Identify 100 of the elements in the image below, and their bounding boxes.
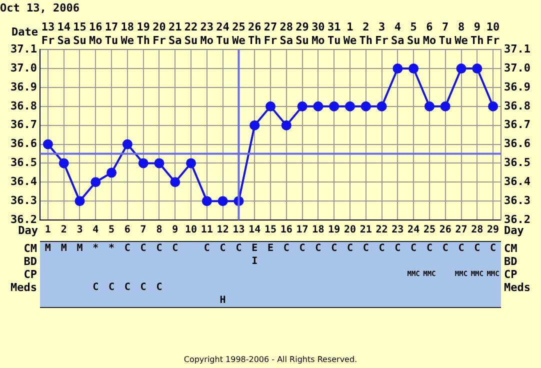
text: C: [331, 243, 338, 254]
point: [266, 101, 276, 112]
point: [106, 168, 117, 178]
x2-tick-label: 23: [392, 224, 404, 236]
text: C: [378, 243, 385, 254]
x2-tick-label: 10: [184, 224, 198, 236]
x2-tick-label: 18: [312, 224, 324, 236]
x2-tick-label: 14: [248, 224, 261, 236]
point: [376, 101, 387, 112]
category-label: Meds: [10, 281, 37, 294]
x-tick-label: 23 Mo: [200, 20, 214, 47]
x-tick-label: 6 Mo: [422, 20, 436, 47]
x2-tick-label: 4: [92, 224, 99, 236]
text: E: [267, 243, 274, 254]
x-tick-label: 15 Su: [73, 20, 86, 47]
point: [281, 120, 292, 130]
x-tick-label: 29 Su: [296, 20, 309, 47]
chart-title: Oct 13, 2006: [0, 1, 80, 14]
text: *: [92, 243, 99, 254]
y-tick-label: 36.7: [10, 118, 37, 132]
x-tick-label: 24 Tu: [216, 20, 230, 47]
text: E: [252, 243, 258, 254]
text: C: [156, 282, 162, 293]
x2-tick-label: 2: [60, 224, 67, 236]
y-tick-label: 36.9: [10, 80, 37, 94]
point: [408, 64, 419, 74]
text: Day: [504, 224, 524, 237]
category-label: CP: [504, 268, 518, 281]
text: *: [108, 243, 115, 254]
point: [58, 158, 69, 168]
y2-tick-label: 37.0: [504, 61, 530, 74]
x2-tick-label: 21: [360, 224, 372, 236]
x-tick-label: 21 Sa: [168, 20, 182, 47]
text: C: [346, 243, 353, 254]
x-tick-label: 2 Th: [359, 20, 373, 47]
x-axis-title: Date: [12, 25, 38, 38]
x-tick-label: 16 Mo: [89, 20, 103, 47]
x-tick-label: 19 Th: [136, 20, 150, 47]
x2-tick-label: 1: [44, 224, 51, 236]
y-tick-label: 36.4: [10, 174, 38, 188]
x-tick-label: 25 We: [232, 20, 246, 47]
y2-tick-label: 36.8: [504, 99, 530, 112]
text: I: [252, 256, 258, 267]
text: M: [60, 243, 67, 254]
text: C: [124, 243, 130, 254]
x2-tick-label: 16: [280, 224, 292, 236]
text: M: [44, 243, 51, 254]
y-tick-label: 36.8: [10, 99, 37, 112]
x2-tick-label: 26: [439, 224, 452, 236]
y2-tick-label: 36.9: [504, 80, 530, 94]
y-tick-label: 36.3: [10, 194, 37, 207]
category-label: CP: [24, 268, 37, 281]
x-tick-label: 17 Tu: [104, 20, 118, 47]
y2-tick-label: 36.2: [504, 212, 530, 226]
point: [202, 196, 212, 206]
x2-tick-label: 27: [455, 224, 468, 236]
x-tick-label: 5 Su: [406, 20, 420, 47]
y-tick-label: 37.0: [10, 61, 37, 74]
x-tick-label: 31 Tu: [327, 20, 342, 47]
y-tick-label: 36.5: [10, 156, 37, 170]
point: [440, 101, 450, 112]
point: [360, 101, 371, 112]
text: C: [92, 282, 99, 293]
category-label: CM: [504, 242, 518, 255]
x-tick-label: 14 Sa: [57, 20, 71, 47]
y2-tick-label: 36.5: [504, 156, 530, 170]
x-tick-label: 27 Fr: [264, 20, 278, 47]
text: Copyright 1998-2006 - All Rights Reserved.: [182, 355, 358, 364]
x-tick-label: 1 We: [343, 20, 357, 47]
y2-tick-label: 36.3: [504, 194, 530, 207]
point: [313, 101, 324, 112]
point: [329, 101, 340, 112]
x2-tick-label: 13: [232, 224, 245, 236]
x-tick-label: 30 Mo: [312, 20, 326, 47]
text: C: [140, 282, 146, 293]
x2-tick-label: 15: [264, 224, 277, 236]
y2-tick-label: 37.1: [504, 42, 531, 56]
text: C: [490, 243, 496, 254]
x2-axis-title: Day: [18, 224, 38, 237]
point: [472, 64, 482, 74]
text: C: [236, 243, 242, 254]
point: [74, 196, 85, 206]
text: C: [220, 243, 226, 254]
x2-tick-label: 28: [471, 224, 484, 236]
x-tick-label: 7 Tu: [438, 20, 452, 47]
point: [42, 139, 53, 150]
x2-tick-label: 17: [296, 224, 308, 236]
text: C: [172, 243, 178, 254]
x-tick-label: 3 Fr: [375, 20, 389, 47]
x-tick-label: 28 Sa: [280, 20, 294, 47]
x2-tick-label: 5: [108, 224, 115, 236]
x-tick-label: 18 We: [120, 20, 134, 47]
point: [170, 177, 180, 188]
point: [138, 158, 148, 168]
text: C: [299, 243, 306, 254]
x2-tick-label: 11: [200, 224, 213, 236]
point: [250, 120, 260, 130]
text: C: [410, 243, 417, 254]
y2-tick-label: 36.6: [504, 137, 531, 150]
point: [392, 64, 403, 74]
